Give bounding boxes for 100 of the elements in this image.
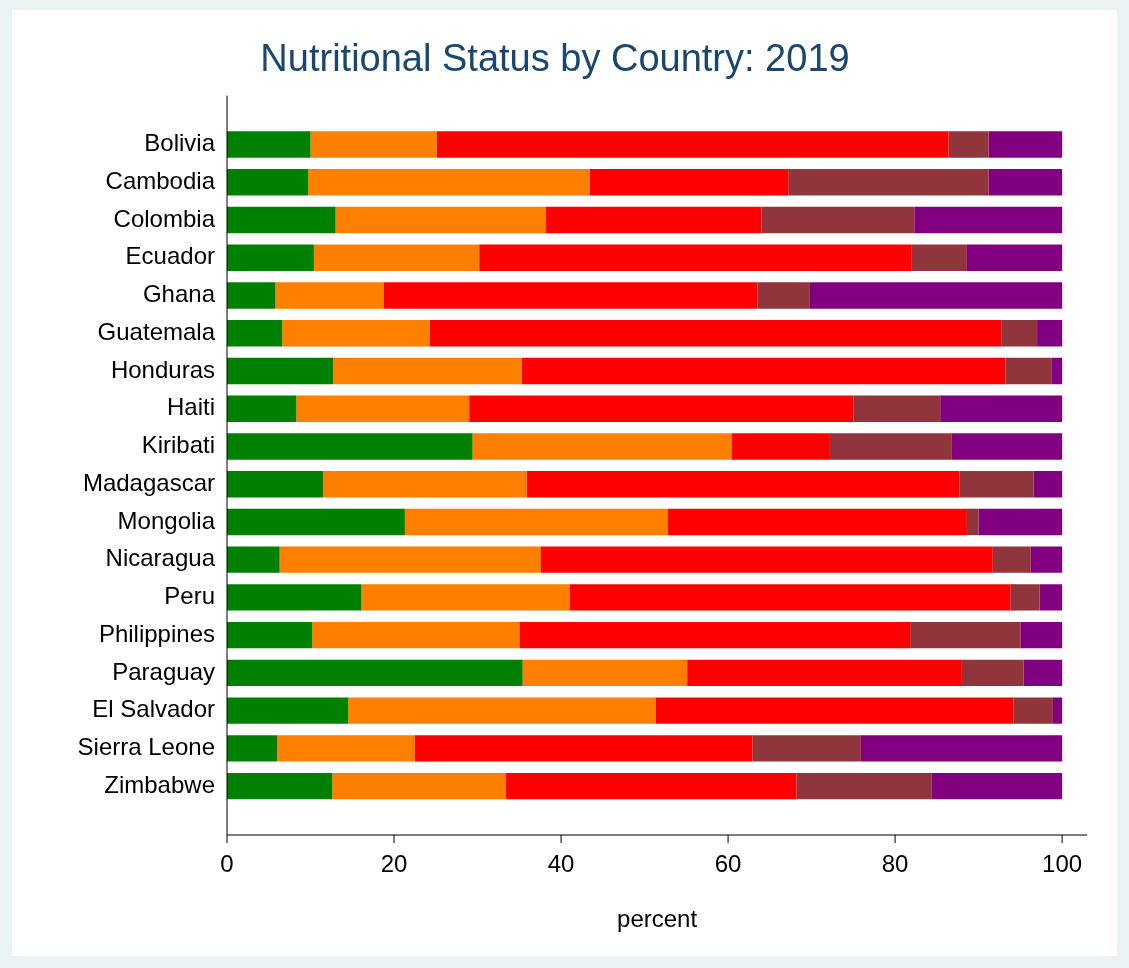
bar (1010, 584, 1040, 611)
bar (227, 621, 313, 649)
bar (1030, 546, 1063, 573)
bar (541, 546, 993, 573)
bar (667, 508, 967, 536)
bar (472, 433, 732, 460)
bar (313, 244, 480, 271)
bar (829, 433, 952, 460)
bar (1001, 319, 1038, 347)
y-tick-label: Ghana (142, 280, 216, 308)
bar (335, 206, 547, 234)
bar (948, 131, 989, 158)
bar (988, 131, 1063, 158)
bar (227, 169, 309, 196)
bar (227, 508, 405, 536)
bar (788, 169, 989, 196)
y-tick-label: Colombia (113, 204, 216, 232)
bar (757, 282, 810, 309)
bar (227, 735, 278, 762)
bar (809, 282, 1063, 309)
bar (931, 772, 1063, 800)
bar (310, 131, 437, 158)
bar (687, 659, 962, 687)
bar (966, 508, 979, 536)
bar (312, 621, 520, 649)
bar (227, 659, 523, 687)
y-tick-label: Sierra Leone (77, 733, 215, 761)
y-tick-label: Madagascar (82, 468, 215, 496)
bar (569, 584, 1011, 611)
bar (227, 584, 362, 611)
y-tick-label: Cambodia (105, 166, 216, 194)
bar (951, 433, 1063, 460)
x-axis-title: percent (617, 905, 698, 933)
bar (1005, 357, 1052, 385)
y-tick-label: Guatemala (97, 317, 216, 345)
bar (469, 395, 854, 422)
bar (404, 508, 668, 536)
bar (227, 546, 280, 573)
bar (227, 206, 336, 234)
y-tick-label: Peru (164, 582, 215, 610)
bar (731, 433, 830, 460)
bar (1033, 470, 1063, 498)
bar (988, 169, 1063, 196)
bar (526, 470, 960, 498)
bar (296, 395, 470, 422)
bar (1023, 659, 1063, 687)
bar (978, 508, 1063, 536)
bar (227, 433, 473, 460)
bar (227, 772, 333, 800)
bar (589, 169, 789, 196)
x-tick-label: 0 (220, 850, 234, 878)
y-tick-label: Bolivia (144, 129, 216, 157)
bar (227, 357, 334, 385)
bar (860, 735, 1063, 762)
bar (227, 319, 283, 347)
bar (966, 244, 1063, 271)
bar (277, 735, 415, 762)
bar (384, 282, 758, 309)
bar (227, 697, 349, 724)
bar (479, 244, 912, 271)
bar (505, 772, 797, 800)
bar (761, 206, 915, 234)
y-tick-label: Paraguay (112, 657, 215, 685)
x-tick-label: 20 (380, 850, 408, 878)
bar (348, 697, 656, 724)
bar (521, 357, 1006, 385)
bar (546, 206, 762, 234)
bar (1039, 584, 1063, 611)
bar (961, 659, 1024, 687)
bar (414, 735, 753, 762)
bar (959, 470, 1034, 498)
bar (1051, 357, 1063, 385)
x-tick-label: 100 (1042, 850, 1083, 878)
bar (519, 621, 911, 649)
bar (227, 395, 297, 422)
bar (333, 357, 522, 385)
bar (332, 772, 506, 800)
y-tick-label: El Salvador (92, 695, 215, 723)
y-tick-label: Philippines (98, 619, 215, 647)
bar (323, 470, 527, 498)
y-tick-label: Ecuador (125, 242, 216, 270)
y-tick-label: Kiribati (141, 431, 215, 459)
bar (308, 169, 590, 196)
x-tick-label: 40 (547, 850, 575, 878)
bar (1013, 697, 1053, 724)
y-tick-label: Mongolia (117, 506, 216, 534)
y-tick-label: Nicaragua (105, 544, 216, 572)
bar (227, 244, 314, 271)
x-tick-label: 60 (714, 850, 742, 878)
bar (227, 131, 311, 158)
bar (429, 319, 1002, 347)
bar (911, 244, 967, 271)
bar (1020, 621, 1063, 649)
bar (752, 735, 861, 762)
bar (992, 546, 1031, 573)
x-tick-label: 80 (881, 850, 909, 878)
bar (227, 282, 276, 309)
bar (910, 621, 1021, 649)
y-tick-label: Zimbabwe (104, 770, 215, 798)
bar (275, 282, 385, 309)
